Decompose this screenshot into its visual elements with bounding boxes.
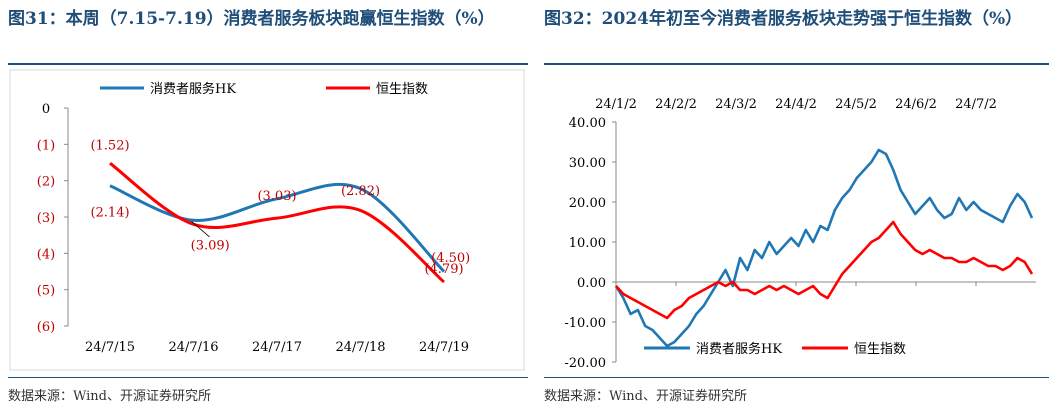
- left-data-label: (3.03): [257, 189, 296, 204]
- right-legend-label: 恒生指数: [854, 342, 906, 357]
- right-series-line-1: [615, 220, 1034, 320]
- left-data-label: (2.82): [341, 184, 380, 199]
- right-series-line-0: [614, 148, 1034, 348]
- left-x-tick-label: 24/7/16: [168, 340, 218, 355]
- left-title-rule: [8, 63, 528, 65]
- right-chart-title: 图32：2024年初至今消费者服务板块走势强于恒生指数（%）: [544, 9, 1023, 29]
- left-label-leader: [191, 221, 210, 238]
- right-y-tick-label: -10.00: [564, 316, 606, 331]
- left-y-tick-label: (5): [37, 284, 55, 299]
- right-x-tick-label: 24/2/2: [655, 97, 697, 112]
- right-title-rule: [544, 63, 1049, 65]
- left-y-tick-label: 0: [42, 102, 50, 117]
- left-legend-label: 消费者服务HK: [150, 81, 236, 97]
- left-data-label: (4.79): [424, 262, 463, 277]
- right-y-tick-label: 10.00: [569, 236, 606, 251]
- right-y-tick-label: -20.00: [564, 356, 606, 371]
- left-series-line-1: [109, 162, 445, 284]
- right-x-tick-label: 24/6/2: [895, 97, 937, 112]
- right-x-tick-label: 24/5/2: [835, 97, 877, 112]
- left-x-tick-label: 24/7/15: [85, 340, 135, 355]
- left-bottom-rule: [8, 377, 528, 378]
- right-source-note: 数据来源：Wind、开源证券研究所: [544, 389, 747, 404]
- left-x-tick-label: 24/7/19: [419, 340, 469, 355]
- right-y-tick-label: 20.00: [569, 196, 606, 211]
- left-line-chart: 消费者服务HK 恒生指数 0 (1) (2) (3) (4) (5) (6) 24/7/15 24…: [9, 69, 525, 371]
- right-y-tick-label: 30.00: [569, 156, 606, 171]
- left-data-label: (3.09): [191, 238, 230, 253]
- left-legend-label: 恒生指数: [376, 82, 428, 97]
- left-chart-title: 图31：本周（7.15-7.19）消费者服务板块跑赢恒生指数（%）: [8, 9, 495, 29]
- right-line-chart: 40.00 30.00 20.00 10.00 0.00 -10.00 -20.00 24/1…: [564, 97, 1036, 371]
- left-legend: 消费者服务HK 恒生指数: [100, 81, 428, 97]
- left-x-tick-label: 24/7/17: [252, 340, 302, 355]
- right-bottom-rule: [544, 377, 1049, 378]
- right-x-tick-label: 24/1/2: [595, 97, 637, 112]
- left-x-tick-label: 24/7/18: [335, 340, 385, 355]
- left-y-tick-label: (6): [37, 320, 55, 335]
- right-legend: 消费者服务HK 恒生指数: [644, 341, 906, 357]
- left-data-label: (4.50): [431, 251, 470, 266]
- left-y-tick-label: (4): [37, 247, 55, 262]
- left-y-tick-label: (1): [37, 138, 55, 153]
- right-x-tick-label: 24/3/2: [715, 97, 757, 112]
- left-data-label: (1.52): [90, 138, 129, 153]
- left-y-tick-label: (2): [37, 175, 55, 190]
- left-plot-frame: [9, 69, 525, 371]
- left-y-tick-label: (3): [37, 211, 55, 226]
- right-x-tick-label: 24/4/2: [775, 97, 817, 112]
- left-source-note: 数据来源：Wind、开源证券研究所: [8, 389, 211, 404]
- right-x-tick-label: 24/7/2: [955, 97, 997, 112]
- left-data-label: (2.14): [90, 206, 129, 221]
- left-series-line-0: [109, 183, 446, 273]
- right-y-tick-label: 0.00: [577, 276, 606, 291]
- right-y-tick-label: 40.00: [569, 116, 606, 131]
- right-legend-label: 消费者服务HK: [696, 341, 782, 357]
